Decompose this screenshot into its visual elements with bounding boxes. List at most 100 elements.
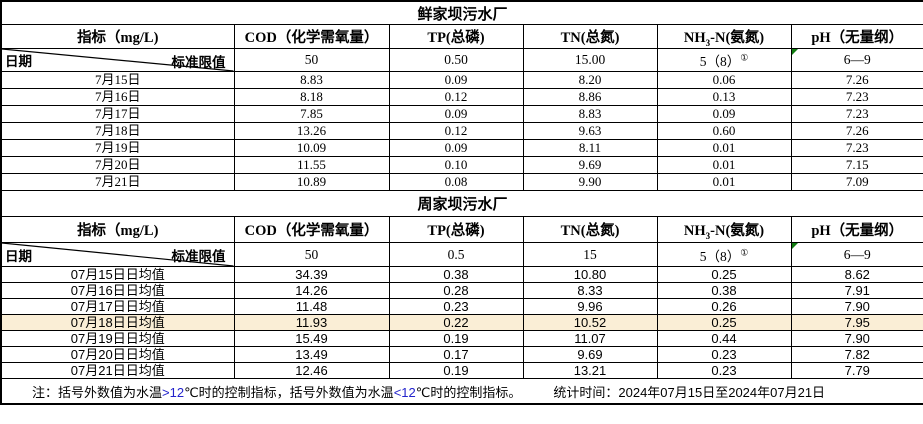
date-cell: 07月21日日均值 (0, 362, 235, 379)
cod-limit-cell: 50 (233, 242, 390, 267)
nh3-cell: 0.23 (656, 346, 792, 363)
tn-cell: 9.69 (522, 156, 658, 174)
date-cell: 07月17日日均值 (0, 298, 235, 315)
table-row: 指标（mg/L) COD（化学需氧量） TP(总磷) TN(总氮) NH3-N(… (0, 24, 923, 49)
ph-limit-cell: 6—9 (790, 242, 923, 267)
cod-cell: 8.83 (233, 71, 390, 89)
cod-cell: 10.09 (233, 139, 390, 157)
date-limit-corner-cell: 日期 标准限值 (0, 48, 235, 72)
cod-cell: 15.49 (233, 330, 390, 347)
tp-cell: 0.23 (388, 298, 524, 315)
nh3-cell: 0.26 (656, 298, 792, 315)
date-cell: 07月19日日均值 (0, 330, 235, 347)
cod-cell: 13.26 (233, 122, 390, 140)
tp-cell: 0.28 (388, 282, 524, 299)
col-header-nh3: NH3-N(氨氮) (656, 24, 792, 49)
tp-cell: 0.09 (388, 139, 524, 157)
table-row: 7月17日 7.85 0.09 8.83 0.09 7.23 (0, 105, 923, 123)
nh3-limit-value: 5（8） (699, 248, 741, 264)
tn-cell: 8.20 (522, 71, 658, 89)
ph-limit-value: 6—9 (843, 246, 871, 262)
footnote-text: 注：括号外数值为水温 (32, 384, 163, 400)
tn-cell: 13.21 (522, 362, 658, 379)
plant1-title: 鲜家坝污水厂 (0, 0, 923, 25)
cod-cell: 11.48 (233, 298, 390, 315)
nh3-label-suffix: -N(氨氮) (710, 30, 765, 46)
tp-cell: 0.09 (388, 71, 524, 89)
cod-cell: 10.89 (233, 173, 390, 191)
cod-cell: 12.46 (233, 362, 390, 379)
nh3-cell: 0.38 (656, 282, 792, 299)
ph-limit-cell: 6—9 (790, 48, 923, 72)
ph-cell: 7.95 (790, 314, 923, 331)
tp-cell: 0.08 (388, 173, 524, 191)
nh3-label: NH (683, 223, 706, 239)
standard-limit-label: 标准限值 (171, 249, 226, 264)
tp-limit-cell: 0.5 (388, 242, 524, 267)
tn-cell: 8.11 (522, 139, 658, 157)
nh3-limit-cell: 5（8）① (656, 242, 792, 267)
col-header-ph: pH（无量纲） (790, 216, 923, 243)
nh3-label-suffix: -N(氨氮) (710, 223, 765, 239)
tp-cell: 0.12 (388, 122, 524, 140)
tp-cell: 0.22 (388, 314, 524, 331)
date-cell: 7月16日 (0, 88, 235, 106)
nh3-cell: 0.25 (656, 314, 792, 331)
date-cell: 07月16日日均值 (0, 282, 235, 299)
date-cell: 7月18日 (0, 122, 235, 140)
tn-cell: 11.07 (522, 330, 658, 347)
date-cell: 7月15日 (0, 71, 235, 89)
ph-cell: 7.23 (790, 139, 923, 157)
table-row: 07月19日日均值 15.49 0.19 11.07 0.44 7.90 (0, 330, 923, 347)
tn-cell: 10.80 (522, 266, 658, 283)
col-header-ph: pH（无量纲） (790, 24, 923, 49)
col-header-cod: COD（化学需氧量） (233, 24, 390, 49)
date-cell: 7月21日 (0, 173, 235, 191)
col-header-tp: TP(总磷) (388, 24, 524, 49)
table-row: 7月19日 10.09 0.09 8.11 0.01 7.23 (0, 139, 923, 157)
ph-cell: 8.62 (790, 266, 923, 283)
footnote-text: ℃时的控制指标，括号外数值为水温 (184, 384, 394, 400)
nh3-cell: 0.25 (656, 266, 792, 283)
ph-cell: 7.26 (790, 122, 923, 140)
cod-cell: 14.26 (233, 282, 390, 299)
nh3-cell: 0.60 (656, 122, 792, 140)
ph-cell: 7.82 (790, 346, 923, 363)
table-row: 指标（mg/L) COD（化学需氧量） TP(总磷) TN(总氮) NH3-N(… (0, 216, 923, 243)
nh3-cell: 0.01 (656, 156, 792, 174)
nh3-cell: 0.01 (656, 139, 792, 157)
diagonal-divider (2, 243, 234, 266)
table-row: 07月21日日均值 12.46 0.19 13.21 0.23 7.79 (0, 362, 923, 379)
cod-limit-cell: 50 (233, 48, 390, 72)
table-row: 07月20日日均值 13.49 0.17 9.69 0.23 7.82 (0, 346, 923, 363)
cell-corner-flag-icon (792, 243, 798, 249)
cod-cell: 7.85 (233, 105, 390, 123)
tn-cell: 9.90 (522, 173, 658, 191)
date-cell: 07月15日日均值 (0, 266, 235, 283)
nh3-label: NH (683, 30, 706, 46)
tn-limit-cell: 15 (522, 242, 658, 267)
date-cell: 7月19日 (0, 139, 235, 157)
cod-cell: 34.39 (233, 266, 390, 283)
ph-cell: 7.15 (790, 156, 923, 174)
ph-cell: 7.91 (790, 282, 923, 299)
tn-cell: 8.33 (522, 282, 658, 299)
table-row: 07月16日日均值 14.26 0.28 8.33 0.38 7.91 (0, 282, 923, 299)
col-header-tn: TN(总氮) (522, 216, 658, 243)
date-cell: 7月17日 (0, 105, 235, 123)
plant2-title: 周家坝污水厂 (0, 190, 923, 217)
tp-cell: 0.38 (388, 266, 524, 283)
diagonal-divider (2, 49, 234, 71)
nh3-cell: 0.23 (656, 362, 792, 379)
tn-cell: 8.83 (522, 105, 658, 123)
col-header-tn: TN(总氮) (522, 24, 658, 49)
cod-cell: 13.49 (233, 346, 390, 363)
ph-cell: 7.09 (790, 173, 923, 191)
water-quality-table: 鲜家坝污水厂 指标（mg/L) COD（化学需氧量） TP(总磷) TN(总氮)… (0, 0, 923, 405)
date-axis-label: 日期 (5, 249, 32, 264)
table-row: 周家坝污水厂 (0, 190, 923, 217)
ph-cell: 7.23 (790, 105, 923, 123)
date-axis-label: 日期 (5, 54, 32, 69)
footnote-cell: 注：括号外数值为水温>12℃时的控制指标，括号外数值为水温<12℃时的控制指标。… (0, 378, 923, 405)
tn-cell: 9.96 (522, 298, 658, 315)
